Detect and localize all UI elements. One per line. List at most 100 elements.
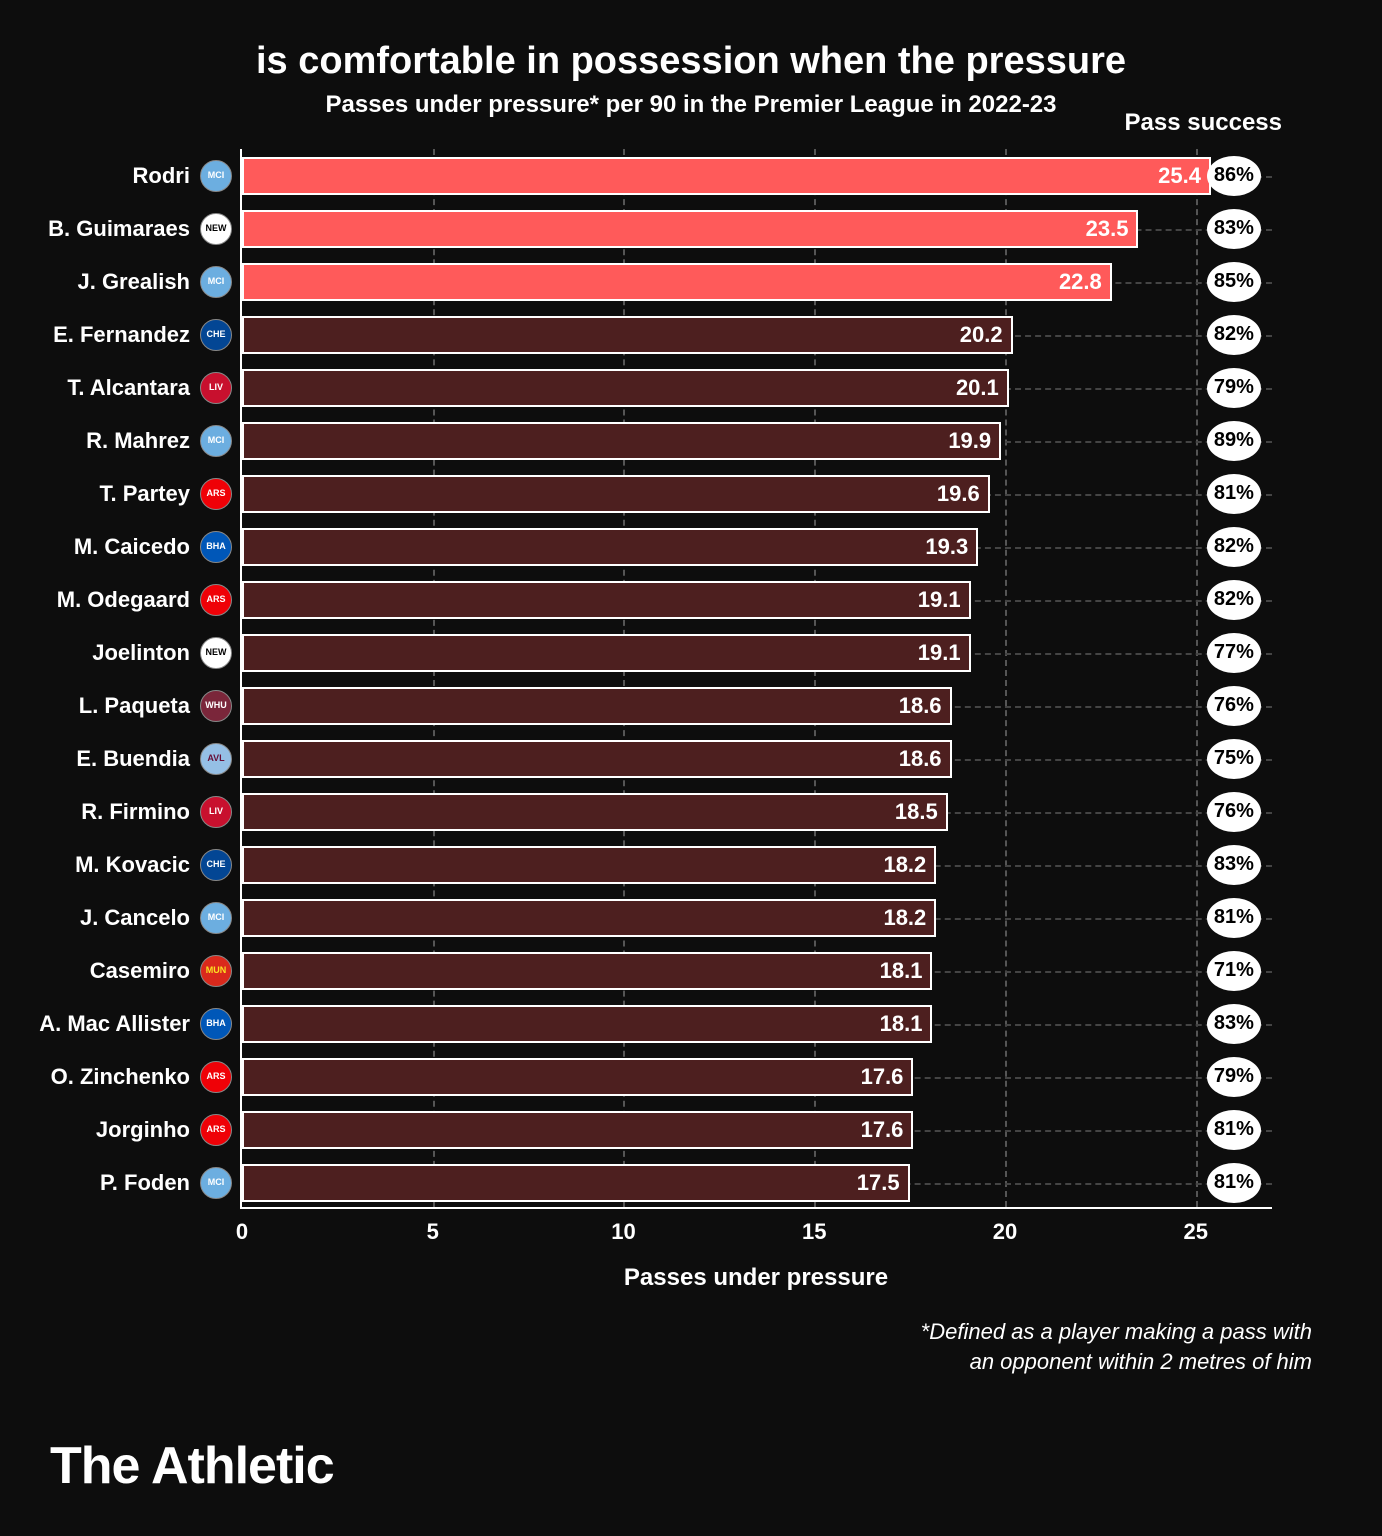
club-badge-icon: LIV [200,796,232,828]
value-bar: 18.5 [242,793,948,831]
player-name-label: P. Foden [100,1170,190,1196]
bar-value-label: 19.1 [918,640,961,666]
player-name-label: M. Caicedo [74,534,190,560]
value-bar: 17.5 [242,1164,910,1202]
value-bar: 18.6 [242,687,952,725]
player-name-label: Jorginho [96,1117,190,1143]
player-row: O. ZinchenkoARS17.679% [242,1050,1272,1103]
club-badge-icon: ARS [200,584,232,616]
player-row: J. GrealishMCI22.885% [242,255,1272,308]
pass-success-pill: 83% [1207,1004,1261,1044]
player-name-label: M. Kovacic [75,852,190,878]
player-row: B. GuimaraesNEW23.583% [242,202,1272,255]
player-name-label: R. Mahrez [86,428,190,454]
player-name-label: Rodri [133,163,190,189]
club-badge-icon: WHU [200,690,232,722]
value-bar: 20.1 [242,369,1009,407]
pass-success-pill: 81% [1207,898,1261,938]
value-bar: 25.4 [242,157,1211,195]
player-row: L. PaquetaWHU18.676% [242,679,1272,732]
pass-success-pill: 81% [1207,474,1261,514]
player-row: M. OdegaardARS19.182% [242,573,1272,626]
bar-value-label: 18.1 [880,1011,923,1037]
pass-success-pill: 82% [1207,527,1261,567]
bar-value-label: 17.6 [861,1064,904,1090]
bar-value-label: 19.6 [937,481,980,507]
bar-value-label: 20.2 [960,322,1003,348]
player-name-label: T. Partey [100,481,191,507]
bar-value-label: 20.1 [956,375,999,401]
player-row: E. BuendiaAVL18.675% [242,732,1272,785]
value-bar: 18.1 [242,1005,932,1043]
player-row: E. FernandezCHE20.282% [242,308,1272,361]
bar-value-label: 18.5 [895,799,938,825]
player-name-label: T. Alcantara [67,375,190,401]
pass-success-pill: 85% [1207,262,1261,302]
player-row: J. CanceloMCI18.281% [242,891,1272,944]
player-row: M. KovacicCHE18.283% [242,838,1272,891]
bar-value-label: 19.9 [948,428,991,454]
pass-success-pill: 76% [1207,686,1261,726]
bar-value-label: 18.1 [880,958,923,984]
bar-value-label: 22.8 [1059,269,1102,295]
value-bar: 18.2 [242,899,936,937]
pass-success-pill: 83% [1207,845,1261,885]
player-row: R. FirminoLIV18.576% [242,785,1272,838]
club-badge-icon: MCI [200,425,232,457]
club-badge-icon: CHE [200,849,232,881]
x-axis-label: Passes under pressure [240,1264,1272,1292]
chart-container: Pass success 0510152025RodriMCI25.486%B.… [240,149,1272,1292]
value-bar: 19.1 [242,581,971,619]
player-name-label: R. Firmino [81,799,190,825]
pass-success-pill: 81% [1207,1163,1261,1203]
player-name-label: J. Grealish [77,269,190,295]
bar-value-label: 18.6 [899,746,942,772]
pass-success-pill: 82% [1207,315,1261,355]
club-badge-icon: BHA [200,1008,232,1040]
player-row: JorginhoARS17.681% [242,1103,1272,1156]
pass-success-pill: 71% [1207,951,1261,991]
player-row: P. FodenMCI17.581% [242,1156,1272,1209]
pass-success-pill: 79% [1207,368,1261,408]
bar-value-label: 17.5 [857,1170,900,1196]
pass-success-pill: 82% [1207,580,1261,620]
club-badge-icon: LIV [200,372,232,404]
x-tick-label: 15 [802,1219,826,1245]
value-bar: 18.2 [242,846,936,884]
club-badge-icon: BHA [200,531,232,563]
club-badge-icon: ARS [200,1114,232,1146]
x-tick-label: 10 [611,1219,635,1245]
club-badge-icon: MCI [200,160,232,192]
club-badge-icon: AVL [200,743,232,775]
player-row: T. ParteyARS19.681% [242,467,1272,520]
bar-value-label: 17.6 [861,1117,904,1143]
player-name-label: Casemiro [90,958,190,984]
pass-success-pill: 79% [1207,1057,1261,1097]
pass-success-pill: 75% [1207,739,1261,779]
pass-success-header: Pass success [1125,109,1282,137]
pass-success-pill: 76% [1207,792,1261,832]
bar-value-label: 23.5 [1086,216,1129,242]
bar-value-label: 18.2 [883,852,926,878]
value-bar: 17.6 [242,1058,913,1096]
value-bar: 22.8 [242,263,1112,301]
player-row: R. MahrezMCI19.989% [242,414,1272,467]
club-badge-icon: ARS [200,1061,232,1093]
pass-success-pill: 89% [1207,421,1261,461]
footnote-line-2: an opponent within 2 metres of him [970,1349,1312,1374]
bar-value-label: 19.3 [925,534,968,560]
chart-plot-area: 0510152025RodriMCI25.486%B. GuimaraesNEW… [240,149,1272,1209]
player-row: M. CaicedoBHA19.382% [242,520,1272,573]
player-name-label: L. Paqueta [79,693,190,719]
value-bar: 19.1 [242,634,971,672]
value-bar: 23.5 [242,210,1138,248]
player-row: A. Mac AllisterBHA18.183% [242,997,1272,1050]
player-name-label: O. Zinchenko [51,1064,190,1090]
value-bar: 17.6 [242,1111,913,1149]
player-row: JoelintonNEW19.177% [242,626,1272,679]
player-row: RodriMCI25.486% [242,149,1272,202]
player-name-label: J. Cancelo [80,905,190,931]
player-row: T. AlcantaraLIV20.179% [242,361,1272,414]
club-badge-icon: ARS [200,478,232,510]
pass-success-pill: 86% [1207,156,1261,196]
